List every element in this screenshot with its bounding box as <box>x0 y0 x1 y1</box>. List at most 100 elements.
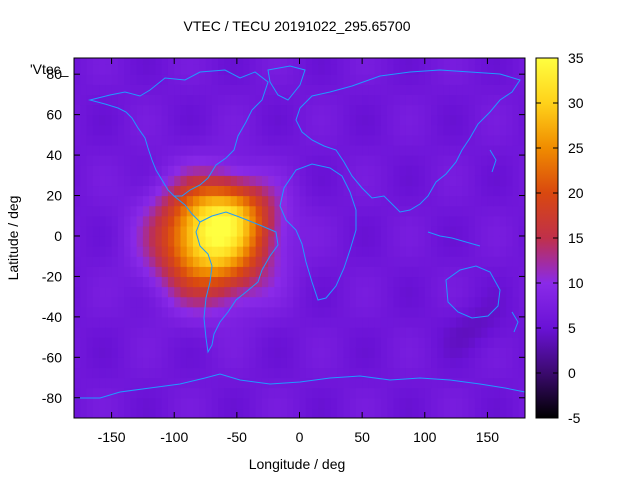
heatmap-cell <box>431 367 438 379</box>
heatmap-cell <box>92 337 100 348</box>
heatmap-cell <box>92 144 100 156</box>
heatmap-cell <box>236 104 244 116</box>
heatmap-cell <box>431 316 438 328</box>
heatmap-cell <box>218 74 225 85</box>
heatmap-cell <box>499 357 507 369</box>
heatmap-cell <box>343 367 351 379</box>
heatmap-cell <box>205 337 213 348</box>
heatmap-cell <box>299 205 307 217</box>
heatmap-cell <box>499 235 507 247</box>
heatmap-cell <box>161 246 169 257</box>
heatmap-cell <box>412 134 420 146</box>
heatmap-cell <box>449 316 457 328</box>
heatmap-cell <box>405 134 413 146</box>
heatmap-cell <box>387 286 395 298</box>
heatmap-cell <box>387 347 395 358</box>
heatmap-cell <box>380 215 388 227</box>
heatmap-cell <box>280 84 288 95</box>
heatmap-cell <box>274 326 282 338</box>
heatmap-cell <box>405 397 413 409</box>
heatmap-cell <box>437 235 445 247</box>
heatmap-cell <box>424 377 432 389</box>
heatmap-cell <box>399 155 407 166</box>
heatmap-cell <box>506 266 514 278</box>
heatmap-cell <box>443 64 451 75</box>
heatmap-cell <box>362 407 369 418</box>
heatmap-cell <box>355 387 363 399</box>
heatmap-cell <box>512 94 520 106</box>
heatmap-cell <box>299 94 307 106</box>
heatmap-cell <box>387 185 395 197</box>
heatmap-cell <box>487 326 495 338</box>
heatmap-cell <box>405 175 413 187</box>
heatmap-cell <box>418 84 426 95</box>
heatmap-cell <box>199 114 207 126</box>
heatmap-cell <box>355 225 363 237</box>
heatmap-cell <box>518 185 525 197</box>
heatmap-cell <box>380 347 388 358</box>
heatmap-cell <box>186 377 194 389</box>
heatmap-cell <box>130 114 138 126</box>
heatmap-cell <box>86 175 94 187</box>
heatmap-cell <box>111 144 119 156</box>
heatmap-cell <box>337 387 344 399</box>
heatmap-cell <box>431 387 438 399</box>
heatmap-cell <box>211 155 219 166</box>
heatmap-cell <box>111 326 119 338</box>
heatmap-cell <box>142 367 150 379</box>
heatmap-cell <box>374 134 382 146</box>
heatmap-cell <box>174 326 182 338</box>
heatmap-cell <box>299 347 307 358</box>
heatmap-cell <box>518 276 525 288</box>
heatmap-cell <box>512 397 520 409</box>
heatmap-cell <box>312 215 319 227</box>
heatmap-cell <box>99 155 106 166</box>
heatmap-cell <box>255 64 263 75</box>
colorbar-tick-label: 25 <box>568 140 584 156</box>
heatmap-cell <box>255 175 263 187</box>
heatmap-cell <box>412 205 420 217</box>
heatmap-cell <box>449 397 457 409</box>
heatmap-cell <box>312 104 319 116</box>
heatmap-cell <box>393 407 401 418</box>
heatmap-cell <box>161 377 169 389</box>
heatmap-cell <box>174 337 182 348</box>
heatmap-cell <box>186 195 194 207</box>
heatmap-cell <box>349 337 357 348</box>
heatmap-cell <box>149 134 157 146</box>
heatmap-cell <box>474 114 482 126</box>
heatmap-cell <box>368 276 376 288</box>
heatmap-cell <box>399 215 407 227</box>
heatmap-cell <box>380 94 388 106</box>
heatmap-cell <box>74 165 81 176</box>
heatmap-cell <box>293 367 301 379</box>
heatmap-cell <box>481 225 489 237</box>
heatmap-cell <box>74 337 81 348</box>
heatmap-cell <box>456 58 463 65</box>
heatmap-cell <box>399 165 407 176</box>
heatmap-cell <box>105 155 113 166</box>
heatmap-cell <box>312 246 319 257</box>
heatmap-cell <box>374 276 382 288</box>
heatmap-cell <box>424 84 432 95</box>
heatmap-cell <box>324 316 332 328</box>
heatmap-cell <box>343 205 351 217</box>
heatmap-cell <box>218 64 225 75</box>
heatmap-cell <box>286 296 294 308</box>
heatmap-cell <box>487 246 495 257</box>
heatmap-cell <box>493 367 501 379</box>
heatmap-cell <box>274 407 282 418</box>
heatmap-cell <box>456 215 463 227</box>
heatmap-cell <box>205 84 213 95</box>
heatmap-cell <box>142 387 150 399</box>
heatmap-cell <box>180 407 188 418</box>
heatmap-cell <box>180 58 188 65</box>
coastline-north-america <box>88 69 269 197</box>
heatmap-cell <box>449 104 457 116</box>
heatmap-cell <box>393 124 401 136</box>
heatmap-cell <box>293 165 301 176</box>
heatmap-cell <box>349 64 357 75</box>
heatmap-cell <box>456 124 463 136</box>
heatmap-cell <box>512 104 520 116</box>
heatmap-cell <box>512 357 520 369</box>
